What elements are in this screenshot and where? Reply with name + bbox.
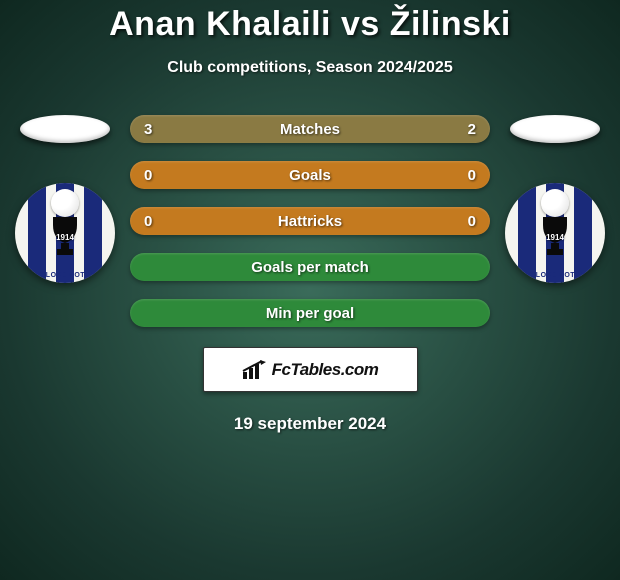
stats-column: 3 Matches 2 0 Goals 0 0 Hattricks 0 Goals per mat… bbox=[120, 115, 500, 327]
left-club-badge: 1914 NK LOKOMOTIVA bbox=[15, 183, 115, 293]
stat-label: Min per goal bbox=[266, 305, 354, 322]
bar-chart-icon bbox=[242, 360, 268, 380]
right-country-flag bbox=[510, 115, 600, 143]
fctables-logo: FcTables.com bbox=[203, 347, 418, 392]
stat-left-value: 3 bbox=[144, 121, 164, 138]
badge-circle: 1914 NK LOKOMOTIVA bbox=[15, 183, 115, 283]
subtitle: Club competitions, Season 2024/2025 bbox=[0, 59, 620, 77]
date-text: 19 september 2024 bbox=[0, 414, 620, 434]
page-title: Anan Khalaili vs Žilinski bbox=[0, 5, 620, 44]
stat-bar: 0 Hattricks 0 bbox=[130, 207, 490, 235]
left-country-flag bbox=[20, 115, 110, 143]
stat-label: Matches bbox=[280, 121, 340, 138]
comparison-card: Anan Khalaili vs Žilinski Club competiti… bbox=[0, 0, 620, 434]
logo-text: FcTables.com bbox=[272, 360, 379, 380]
badge-club-name: NK LOKOMOTIVA bbox=[15, 272, 115, 279]
stat-bar: Goals per match bbox=[130, 253, 490, 281]
stat-left-value: 0 bbox=[144, 167, 164, 184]
stat-left-value: 0 bbox=[144, 213, 164, 230]
right-player-column: 1914 NK LOKOMOTIVA bbox=[500, 115, 610, 293]
stat-bar: 0 Goals 0 bbox=[130, 161, 490, 189]
stat-label: Goals bbox=[289, 167, 331, 184]
stat-label: Hattricks bbox=[278, 213, 342, 230]
main-row: 1914 NK LOKOMOTIVA 3 Matches 2 0 Goals 0 0 Hatt… bbox=[0, 115, 620, 327]
badge-year: 1914 bbox=[546, 233, 564, 242]
badge-circle: 1914 NK LOKOMOTIVA bbox=[505, 183, 605, 283]
stat-right-value: 0 bbox=[456, 213, 476, 230]
badge-club-name: NK LOKOMOTIVA bbox=[505, 272, 605, 279]
right-club-badge: 1914 NK LOKOMOTIVA bbox=[505, 183, 605, 293]
stat-right-value: 0 bbox=[456, 167, 476, 184]
stat-label: Goals per match bbox=[251, 259, 369, 276]
stat-bar: 3 Matches 2 bbox=[130, 115, 490, 143]
badge-year: 1914 bbox=[56, 233, 74, 242]
left-player-column: 1914 NK LOKOMOTIVA bbox=[10, 115, 120, 293]
stat-right-value: 2 bbox=[456, 121, 476, 138]
stat-bar: Min per goal bbox=[130, 299, 490, 327]
